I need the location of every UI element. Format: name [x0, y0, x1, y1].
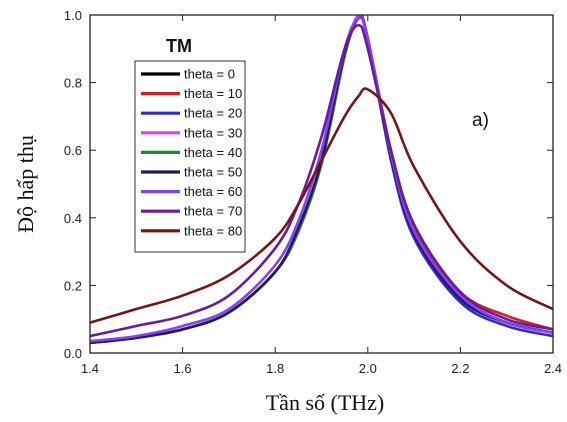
x-tick-label: 1.6	[174, 361, 192, 376]
y-tick-label: 0.0	[64, 346, 82, 361]
legend-entry-label: theta = 0	[184, 67, 235, 82]
x-tick-label: 2.2	[451, 361, 469, 376]
x-tick-label: 2.4	[544, 361, 562, 376]
legend: TM theta = 0 theta = 10 theta = 20 theta = …	[134, 36, 246, 253]
legend-entry-label: theta = 20	[184, 106, 242, 121]
y-tick-label: 1.0	[64, 8, 82, 23]
y-tick-label: 0.2	[64, 278, 82, 293]
x-tick-label: 1.4	[81, 361, 99, 376]
x-axis-label: Tần số (THz)	[266, 390, 385, 415]
legend-title: TM	[166, 36, 192, 56]
legend-entry-label: theta = 30	[184, 125, 242, 140]
legend-entry-label: theta = 70	[184, 204, 242, 219]
series-line-theta-70	[90, 23, 553, 338]
y-tick-label: 0.4	[64, 211, 82, 226]
y-tick-label: 0.8	[64, 76, 82, 91]
plot-area	[90, 15, 553, 345]
series-line-theta-80	[90, 87, 553, 324]
legend-entry-label: theta = 40	[184, 145, 242, 160]
x-tick-label: 2.0	[359, 361, 377, 376]
axes	[89, 14, 554, 354]
ticks: 1.4 1.6 1.8 2.0 2.2 2.4 0.0 0.2 0.4 0.6 0.8 1.0	[64, 8, 562, 376]
y-tick-label: 0.6	[64, 143, 82, 158]
y-axis-label: Độ hấp thụ	[13, 135, 38, 233]
x-tick-label: 1.8	[266, 361, 284, 376]
legend-entry-label: theta = 80	[184, 223, 242, 238]
legend-entry-label: theta = 10	[184, 86, 242, 101]
legend-entry-label: theta = 50	[184, 165, 242, 180]
legend-entry-label: theta = 60	[184, 184, 242, 199]
plot-frame	[89, 14, 554, 354]
panel-label: a)	[472, 110, 489, 131]
